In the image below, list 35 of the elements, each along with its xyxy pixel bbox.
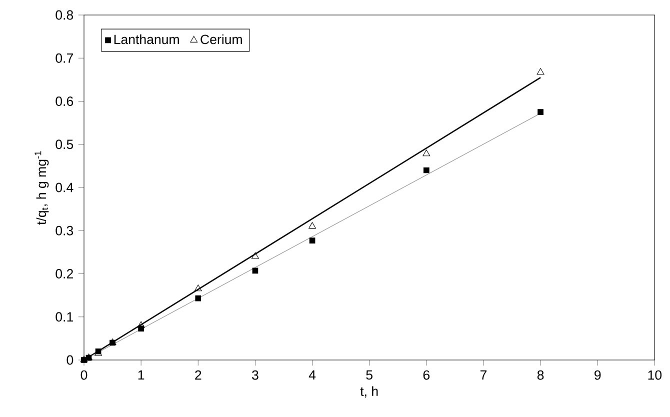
x-tick-label: 8 <box>537 370 544 380</box>
x-axis-title: t, h <box>360 386 378 398</box>
y-axis-title: t/q$_{t}$, h g mg$^{-1}$ <box>34 151 49 225</box>
point <box>538 109 544 115</box>
y-tick-label: 0.8 <box>56 10 74 20</box>
point <box>194 284 202 292</box>
legend-label: Lanthanum <box>114 34 179 44</box>
y-tick-label: 0.7 <box>56 53 73 63</box>
point <box>422 150 430 156</box>
x-tick-label: 2 <box>195 370 202 380</box>
y-tick-label: 0 <box>66 355 74 365</box>
point <box>137 321 145 328</box>
point <box>536 68 544 75</box>
x-tick-label: 6 <box>423 370 430 380</box>
x-tick-label: 1 <box>138 370 144 380</box>
x-tick-label: 0 <box>80 370 88 380</box>
y-tick-label: 0.2 <box>56 269 73 278</box>
point <box>308 222 316 229</box>
y-tick-label: 0.6 <box>56 96 74 106</box>
x-tick-label: 4 <box>308 370 316 380</box>
y-tick-label: 0.1 <box>56 312 73 322</box>
point <box>251 252 259 259</box>
y-tick-label: 0.5 <box>56 140 74 150</box>
point <box>309 238 316 244</box>
legend-label: Cerium <box>200 34 242 44</box>
point <box>252 268 258 274</box>
point <box>195 295 202 302</box>
point <box>423 167 430 174</box>
y-tick-label: 0.3 <box>56 226 74 236</box>
x-tick-label: 7 <box>480 370 487 380</box>
x-tick-label: 5 <box>366 370 372 380</box>
x-tick-label: 3 <box>252 370 258 380</box>
y-tick-label: 0.4 <box>56 182 74 192</box>
x-tick-label: 9 <box>594 370 601 380</box>
x-tick-label: 10 <box>648 370 662 380</box>
